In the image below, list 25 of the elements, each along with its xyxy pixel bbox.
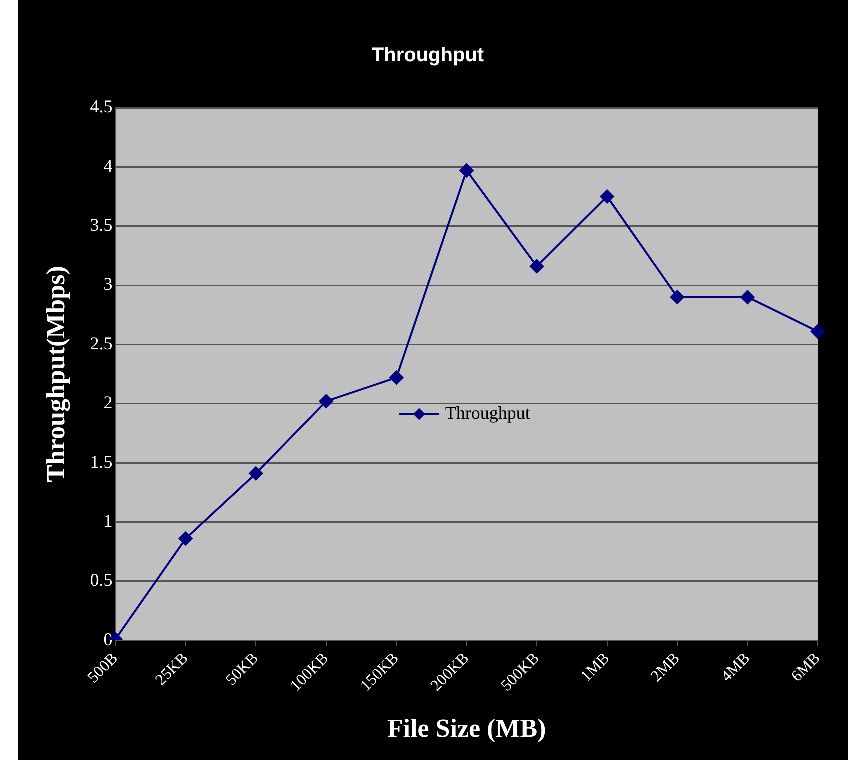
point <box>178 532 193 546</box>
chart-title: Throughput <box>372 44 484 67</box>
x-tick-label: 6MB <box>788 650 824 686</box>
y-tick-label: 1.5 <box>90 452 113 472</box>
y-tick-label: 2.5 <box>90 333 113 354</box>
point <box>740 290 755 304</box>
y-tick-label: 4.5 <box>90 96 113 117</box>
y-tick-label: 3.5 <box>90 215 113 236</box>
y-tick-label: 3 <box>104 274 113 294</box>
point <box>249 466 264 481</box>
legend-label: Throughput <box>445 403 530 424</box>
point <box>670 290 685 304</box>
y-tick-label: 0.5 <box>90 570 113 590</box>
point <box>319 394 334 408</box>
x-tick-label: 4MB <box>718 650 754 686</box>
y-tick-label: 1 <box>104 510 113 531</box>
x-axis-title: File Size (MB) <box>387 714 546 744</box>
point <box>390 370 404 385</box>
point <box>530 260 544 274</box>
y-tick-label: 4 <box>104 156 113 176</box>
y-axis-title: Throughput(Mbps) <box>41 266 70 482</box>
point <box>600 190 614 204</box>
y-tick-label: 2 <box>104 392 113 413</box>
point <box>811 324 825 339</box>
point <box>460 164 474 178</box>
